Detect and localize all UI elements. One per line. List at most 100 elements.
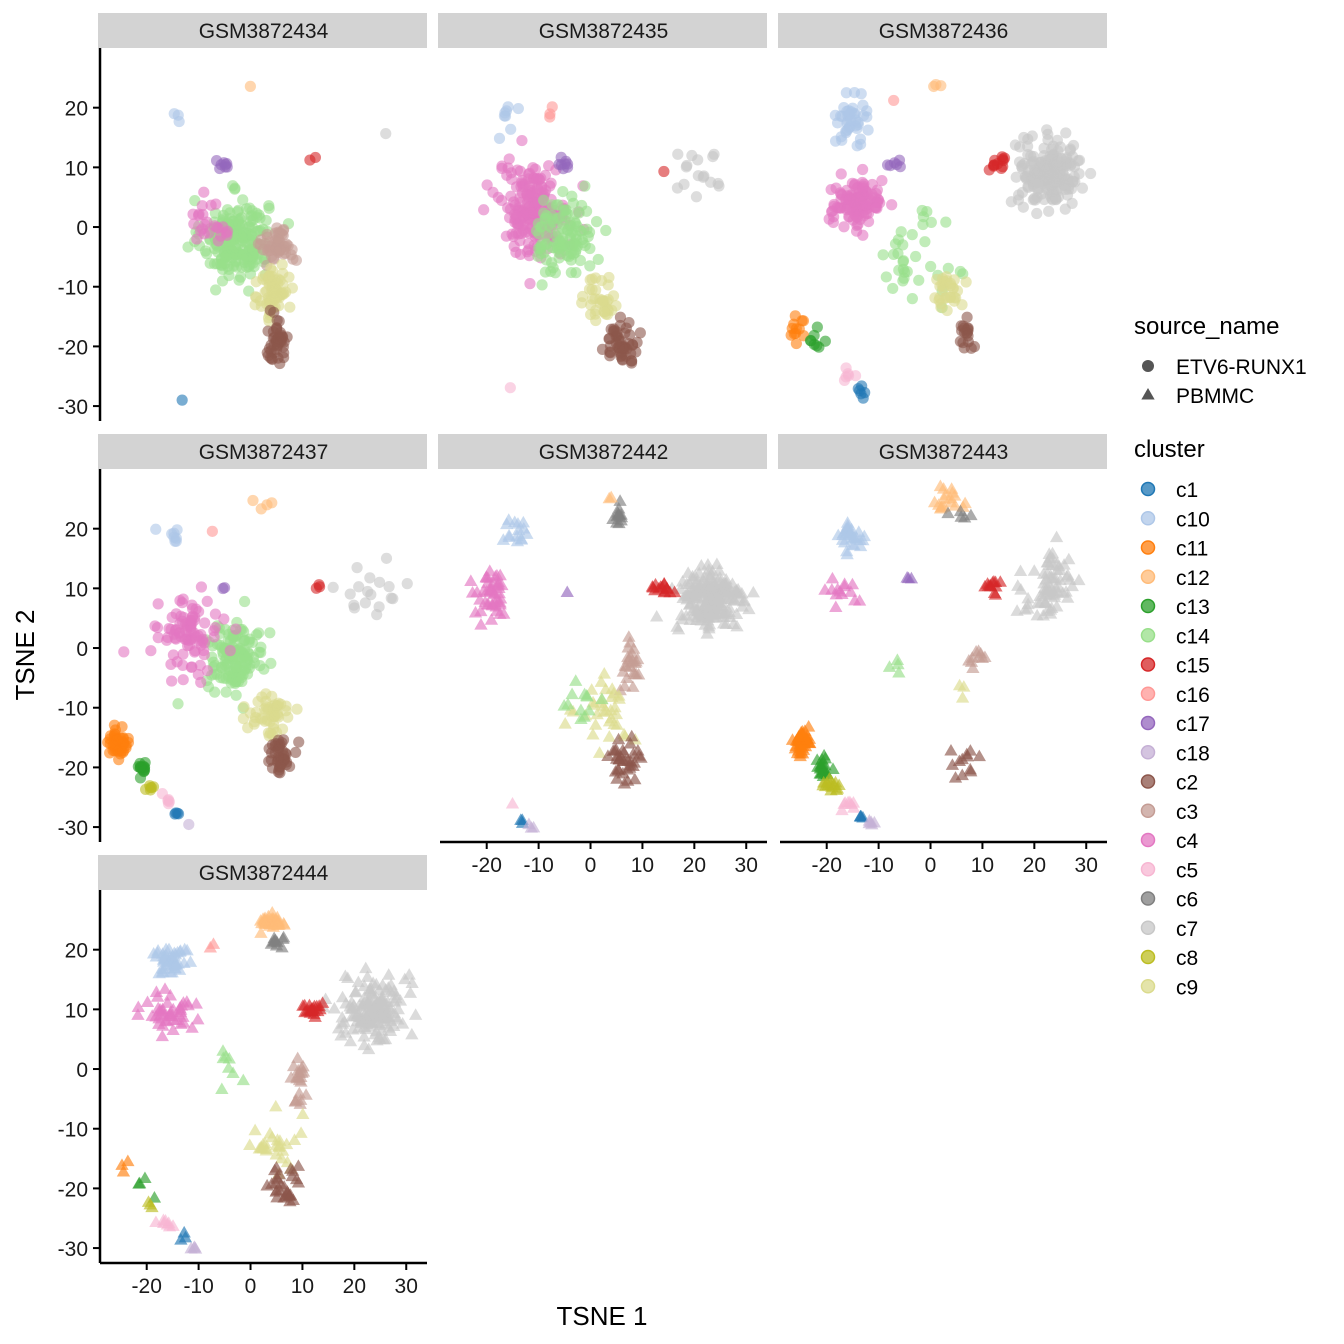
shape-legend-label: PBMMC xyxy=(1176,385,1254,408)
point-c9 xyxy=(948,295,960,307)
point-c7 xyxy=(707,601,721,614)
point-c7 xyxy=(363,994,377,1007)
color-legend-label: c4 xyxy=(1176,830,1199,853)
point-c2 xyxy=(278,753,290,765)
point-c2 xyxy=(634,327,646,339)
point-c14 xyxy=(580,689,594,702)
point-c4 xyxy=(504,203,517,215)
point-c14 xyxy=(240,203,253,215)
point-c14 xyxy=(230,659,242,671)
point-c9 xyxy=(592,746,607,758)
x-tick-label: 30 xyxy=(1075,854,1098,877)
point-c3 xyxy=(289,1093,303,1106)
point-c9 xyxy=(585,683,599,695)
point-c4 xyxy=(166,1023,180,1035)
point-c13 xyxy=(814,767,828,779)
y-tick-label: -30 xyxy=(58,1238,88,1261)
point-c7 xyxy=(401,578,413,590)
point-c7 xyxy=(373,576,386,588)
point-c2 xyxy=(625,355,638,367)
point-c2 xyxy=(277,351,290,364)
point-c15 xyxy=(304,1003,318,1016)
point-c2 xyxy=(291,1175,306,1188)
point-c8 xyxy=(820,776,834,788)
y-tick-label: -30 xyxy=(58,396,88,419)
point-c2 xyxy=(945,758,960,770)
point-c12 xyxy=(602,491,616,504)
point-c4 xyxy=(848,593,862,606)
point-c15 xyxy=(310,582,322,594)
point-c4 xyxy=(201,595,213,608)
point-c7 xyxy=(327,1001,341,1014)
point-c4 xyxy=(870,202,882,214)
point-c3 xyxy=(274,227,286,239)
point-c4 xyxy=(199,617,211,629)
point-c14 xyxy=(546,199,558,211)
point-c4 xyxy=(496,194,508,207)
point-c1 xyxy=(853,809,868,822)
point-c1 xyxy=(176,394,188,406)
point-c4 xyxy=(844,585,858,597)
point-c2 xyxy=(290,746,302,759)
point-c7 xyxy=(680,592,694,605)
point-c4 xyxy=(176,597,188,609)
facet-panel-GSM3872442: GSM3872442 -20 -10 0 10 20 30 xyxy=(438,434,767,877)
point-c10 xyxy=(836,134,848,146)
point-c4 xyxy=(871,184,883,196)
point-c7 xyxy=(1031,207,1043,220)
point-c7 xyxy=(1050,563,1064,576)
points xyxy=(785,79,1097,404)
point-c10 xyxy=(173,945,187,957)
point-c7 xyxy=(346,1022,360,1035)
point-c7 xyxy=(1065,579,1079,592)
point-c7 xyxy=(353,581,365,593)
point-c9 xyxy=(588,718,603,730)
point-c4 xyxy=(516,134,528,147)
points xyxy=(102,494,413,831)
point-c4 xyxy=(493,595,507,608)
point-c2 xyxy=(262,325,274,337)
facet-strip xyxy=(778,434,1107,469)
point-c4 xyxy=(185,1021,199,1033)
point-c9 xyxy=(276,259,288,271)
point-c4 xyxy=(218,613,230,625)
point-c5 xyxy=(156,1213,171,1226)
point-c7 xyxy=(723,590,737,603)
y-tick-label: 10 xyxy=(65,578,88,601)
point-c4 xyxy=(195,581,208,593)
point-c4 xyxy=(166,1013,181,1025)
point-c14 xyxy=(221,1061,236,1073)
point-c4 xyxy=(846,177,858,189)
point-c2 xyxy=(270,335,282,348)
legend: source_name cluster ETV6-RUNX1 PBMMC c1 c10… xyxy=(1134,313,1307,999)
point-c17 xyxy=(900,571,914,583)
facet-strip-label: GSM3872437 xyxy=(199,441,329,464)
point-c4 xyxy=(485,597,499,610)
point-c9 xyxy=(599,682,613,695)
x-tick-label: 20 xyxy=(343,1275,366,1298)
point-c4 xyxy=(491,579,505,591)
color-legend-label: c18 xyxy=(1176,742,1210,765)
facet-strip-label: GSM3872435 xyxy=(539,20,669,43)
point-c13 xyxy=(815,757,830,769)
point-c7 xyxy=(1031,167,1043,179)
point-c7 xyxy=(690,191,703,203)
point-c7 xyxy=(359,597,371,609)
x-tick-label: 10 xyxy=(971,854,994,877)
point-c14 xyxy=(230,249,242,261)
legend-key-c6 xyxy=(1140,891,1156,906)
point-c17 xyxy=(219,161,231,173)
point-c7 xyxy=(338,969,352,982)
point-c4 xyxy=(474,618,488,630)
point-c7 xyxy=(1017,201,1029,213)
point-c9 xyxy=(610,718,624,730)
point-c14 xyxy=(231,206,244,218)
point-c4 xyxy=(505,167,517,179)
color-legend-label: c1 xyxy=(1176,479,1198,502)
point-c7 xyxy=(1039,160,1051,172)
point-c14 xyxy=(230,689,242,701)
facet-strip xyxy=(438,434,767,469)
point-c4 xyxy=(191,233,203,245)
point-c7 xyxy=(1042,547,1056,559)
point-c4 xyxy=(858,210,870,222)
